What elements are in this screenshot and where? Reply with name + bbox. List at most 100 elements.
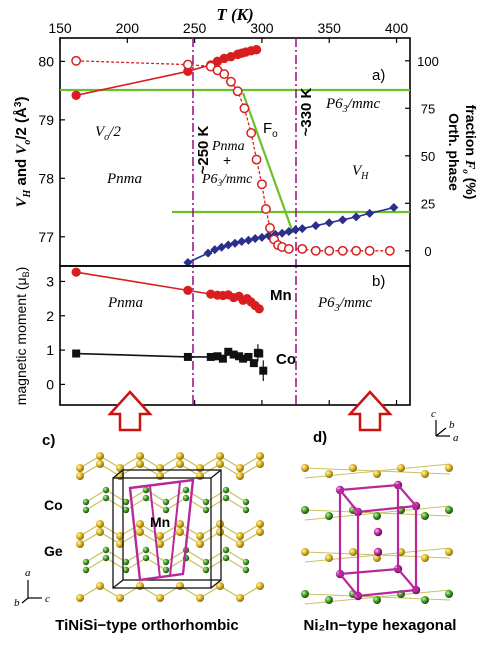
co-layer-2-atom — [242, 566, 250, 574]
mn-point — [71, 267, 81, 277]
x-tick-labels: 150 200 250 300 350 400 — [48, 20, 408, 405]
vh-point — [210, 245, 220, 255]
co-point — [229, 350, 238, 359]
ge-layer-bottom-atom — [196, 594, 204, 602]
x-axis-title: T (K) — [216, 5, 253, 24]
vh-point — [389, 203, 399, 213]
ge-layer-mid-atom — [76, 532, 84, 540]
unit-cell-front — [112, 477, 212, 589]
vh-point — [311, 221, 321, 231]
mn-point — [183, 285, 193, 295]
vh-point — [237, 236, 247, 246]
hexagonal-lattice — [301, 463, 453, 605]
panel-c-label: c) — [42, 432, 55, 449]
co-layer-2-atom — [222, 554, 230, 562]
arrow-orthorhombic — [107, 390, 153, 432]
ge-layer-mid-atom — [256, 528, 264, 536]
panel-d-label: d) — [313, 429, 327, 446]
fo-point — [239, 103, 250, 114]
co-layer-2-atom — [122, 558, 130, 566]
region-label-mixed-plus: + — [223, 152, 231, 168]
ge-layer-top-atom — [236, 464, 244, 472]
co-layer-2-atom — [222, 546, 230, 554]
series-label-co: Co — [276, 351, 296, 368]
panel-b-data — [71, 267, 268, 381]
co-layer-2-atom — [242, 558, 250, 566]
axis-label-b-hex: b — [449, 419, 455, 431]
ge-layer-mid-atom — [76, 540, 84, 548]
x-tick-label: 400 — [385, 20, 409, 36]
co-layer-2-atom — [122, 566, 130, 574]
ge-layer-mid-atom — [196, 532, 204, 540]
co-atom — [325, 512, 333, 520]
region-label-hexagonal: P63/mmc — [325, 96, 381, 115]
axis-triad-right: c b a — [431, 408, 459, 444]
ge-layer-bottom-bond — [79, 585, 261, 599]
co-atom — [445, 590, 453, 598]
axis-label-c: c — [45, 593, 50, 605]
mn-point — [206, 289, 216, 299]
ge-layer-top-atom — [156, 472, 164, 480]
mn-polyhedron — [128, 478, 195, 582]
ge-layer-top-atom — [256, 452, 264, 460]
panel-b: 0 1 2 3 magnetic moment (μB) b) Pnma P63/mm… — [13, 265, 411, 406]
co-layer-1-atom — [82, 498, 90, 506]
panel-a-data — [71, 44, 399, 267]
ge-layer-mid-atom — [176, 520, 184, 528]
atom-label-mn: Mn — [150, 514, 170, 530]
co-layer-2-atom — [162, 566, 170, 574]
vh-point — [183, 257, 193, 267]
co-point — [239, 354, 248, 363]
axis-label-c-hex: c — [431, 408, 436, 420]
x-tick-label: 150 — [48, 20, 72, 36]
fo-point — [251, 154, 262, 165]
co-point — [183, 352, 192, 361]
co-layer-2-atom — [142, 546, 150, 554]
mn-atom — [373, 547, 383, 557]
series-label-vo: Vo/2 — [95, 124, 121, 143]
right-y-tick-label: 25 — [421, 196, 435, 211]
ge-layer-mid-atom — [136, 528, 144, 536]
co-layer-1-atom — [142, 494, 150, 502]
ge-layer-top-atom — [216, 460, 224, 468]
transition-label-330k: ~330 K — [298, 87, 315, 136]
co-point — [206, 352, 215, 361]
panel-a: T (K) 150 200 250 300 350 400 77 78 79 80 0 25 50 7… — [13, 5, 479, 405]
co-atom — [421, 512, 429, 520]
co-layer-1-atom — [222, 494, 230, 502]
ge-atom — [301, 464, 309, 472]
ge-layer-top-atom — [96, 460, 104, 468]
panel-b-y-axis-title: magnetic moment (μB) — [13, 267, 31, 406]
ge-layer-bottom-atom — [176, 582, 184, 590]
series-label-fo: Fo — [263, 120, 278, 140]
fo-point — [182, 59, 193, 70]
ge-layer-bottom-atom — [116, 594, 124, 602]
co-point — [235, 352, 244, 361]
co-atom — [325, 596, 333, 604]
ge-atom — [349, 464, 357, 472]
axis-label-b: b — [14, 597, 20, 609]
orthorhombic-lattice — [76, 452, 264, 602]
co-layer-1-atom — [142, 486, 150, 494]
ge-layer-mid-atom — [96, 528, 104, 536]
co-layer-1-atom — [102, 494, 110, 502]
ge-atom — [349, 548, 357, 556]
ge-layer-mid-atom — [96, 520, 104, 528]
ge-atom — [325, 470, 333, 478]
panel-b-y-tick-label: 2 — [46, 308, 54, 324]
vh-point — [324, 218, 334, 228]
x-tick-label: 200 — [116, 20, 140, 36]
structure-orthorhombic: c) Co Ge Mn a b c TiNiSi−type orthorhomb… — [14, 432, 264, 634]
vh-point — [217, 242, 227, 252]
x-tick-label: 300 — [250, 20, 274, 36]
transition-label-250k: ~250 K — [195, 125, 212, 174]
fo-point — [226, 76, 236, 87]
co-atom — [421, 596, 429, 604]
ge-layer-bottom-atom — [136, 582, 144, 590]
region-label-mixed-2: P63/mmc — [201, 172, 253, 188]
ge-layer-mid-atom — [176, 528, 184, 536]
panel-b-label: b) — [372, 273, 385, 290]
x-tick-label: 250 — [183, 20, 207, 36]
ge-layer-bottom-atom — [216, 582, 224, 590]
